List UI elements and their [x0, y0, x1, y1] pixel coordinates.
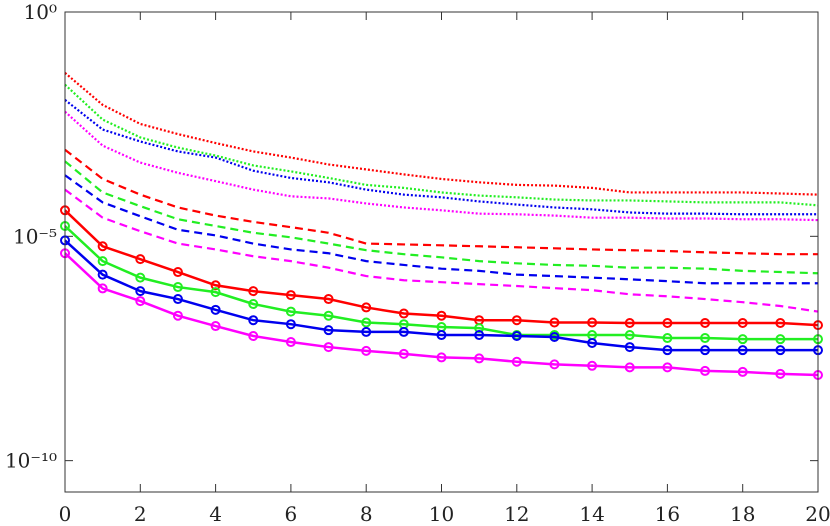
y-tick-label: 10⁰: [24, 0, 57, 24]
marker: [775, 368, 786, 379]
x-tick-label: 6: [285, 502, 298, 526]
marker: [172, 267, 183, 278]
marker: [323, 310, 334, 321]
series-line: [64, 252, 819, 377]
marker: [210, 304, 221, 315]
marker: [549, 332, 560, 343]
marker: [135, 254, 146, 265]
marker: [775, 345, 786, 356]
x-tick-label: 18: [730, 502, 755, 526]
series-line: [64, 110, 819, 222]
marker: [511, 315, 522, 326]
marker: [624, 330, 635, 341]
marker: [436, 310, 447, 321]
marker: [361, 302, 372, 313]
series-line: [64, 72, 819, 196]
marker: [285, 337, 296, 348]
marker: [700, 345, 711, 356]
marker: [549, 317, 560, 328]
x-tick-label: 8: [360, 502, 373, 526]
marker: [97, 269, 108, 280]
marker: [97, 241, 108, 252]
marker: [737, 334, 748, 345]
x-tick-label: 2: [134, 502, 147, 526]
series-line: [64, 83, 819, 207]
marker: [323, 325, 334, 336]
plot-frame: [64, 11, 819, 493]
series-line: [64, 239, 818, 352]
marker: [398, 308, 409, 319]
series-line: [64, 160, 819, 275]
marker: [511, 331, 522, 342]
marker: [172, 310, 183, 321]
marker: [474, 330, 485, 341]
marker: [210, 280, 221, 291]
marker: [248, 286, 259, 297]
marker: [587, 360, 598, 371]
marker: [398, 326, 409, 337]
y-tick-label: 10⁻¹⁰: [5, 449, 57, 473]
marker: [737, 366, 748, 377]
x-tick-label: 14: [579, 502, 604, 526]
marker: [436, 330, 447, 341]
y-tick-label: 10⁻⁵: [13, 224, 57, 248]
marker: [662, 362, 673, 373]
marker: [135, 272, 146, 283]
marker: [624, 317, 635, 328]
marker: [775, 334, 786, 345]
marker: [587, 317, 598, 328]
x-tick-label: 12: [504, 502, 529, 526]
marker: [97, 283, 108, 294]
series-line: [64, 188, 819, 313]
marker: [662, 317, 673, 328]
marker: [285, 319, 296, 330]
marker: [172, 282, 183, 293]
marker: [210, 321, 221, 332]
marker: [474, 353, 485, 364]
marker: [474, 323, 485, 334]
series-line: [64, 209, 819, 327]
marker: [737, 317, 748, 328]
marker: [135, 286, 146, 297]
marker: [248, 315, 259, 326]
marker: [624, 362, 635, 373]
marker: [662, 333, 673, 344]
marker: [361, 326, 372, 337]
marker: [737, 345, 748, 356]
marker: [210, 287, 221, 298]
marker: [285, 306, 296, 317]
marker: [172, 294, 183, 305]
marker: [700, 333, 711, 344]
series-line: [64, 174, 818, 285]
marker: [587, 337, 598, 348]
marker: [361, 345, 372, 356]
series-line: [64, 225, 818, 341]
marker: [624, 342, 635, 353]
marker: [436, 352, 447, 363]
marker: [248, 331, 259, 342]
series-line: [64, 148, 818, 256]
marker: [662, 345, 673, 356]
marker: [135, 296, 146, 307]
x-tick-label: 10: [429, 502, 454, 526]
x-tick-label: 20: [805, 502, 830, 526]
marker: [775, 317, 786, 328]
marker: [700, 317, 711, 328]
marker: [285, 290, 296, 301]
marker: [323, 342, 334, 353]
x-tick-label: 0: [59, 502, 72, 526]
marker: [97, 256, 108, 267]
marker: [549, 359, 560, 370]
marker: [361, 317, 372, 328]
marker: [248, 299, 259, 310]
marker: [398, 348, 409, 359]
marker: [511, 356, 522, 367]
marker: [323, 294, 334, 305]
x-tick-label: 4: [209, 502, 222, 526]
x-tick-label: 16: [655, 502, 680, 526]
marker: [700, 365, 711, 376]
